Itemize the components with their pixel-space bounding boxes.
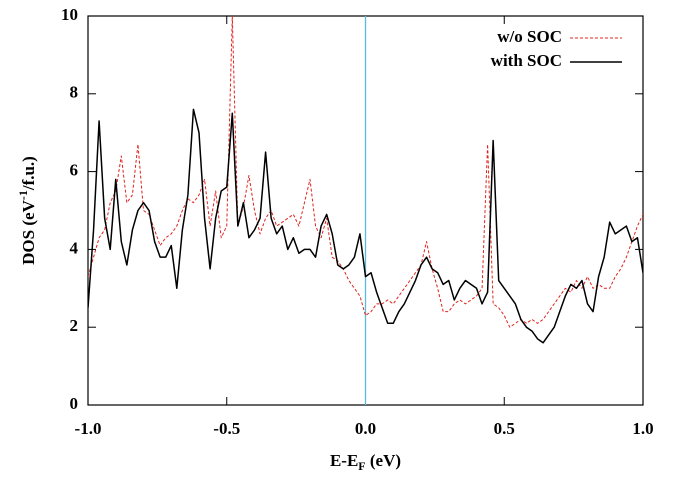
y-tick-label: 0 — [70, 394, 79, 413]
x-tick-label: -0.5 — [213, 419, 240, 438]
x-tick-label: -1.0 — [75, 419, 102, 438]
y-tick-label: 8 — [70, 83, 79, 102]
y-tick-label: 6 — [70, 161, 79, 180]
x-label-sub: F — [358, 459, 365, 473]
y-tick-label: 10 — [61, 5, 78, 24]
x-axis-label: E-EF (eV) — [330, 451, 401, 473]
legend-label: with SOC — [491, 51, 562, 70]
y-label-sup: -1 — [16, 190, 30, 200]
series-group — [88, 16, 643, 344]
legend-label: w/o SOC — [497, 27, 562, 46]
y-label-part: DOS (eV — [19, 199, 38, 264]
series-line — [88, 16, 643, 328]
x-tick-label: 0.5 — [494, 419, 515, 438]
series-line — [88, 108, 643, 344]
y-tick-label: 4 — [70, 238, 79, 257]
x-label-part: E-E — [330, 451, 358, 470]
x-label-part: (eV) — [366, 451, 401, 470]
y-axis-label: DOS (eV-1/f.u.) — [16, 156, 38, 265]
x-tick-label: 0.0 — [355, 419, 376, 438]
x-tick-label: 1.0 — [632, 419, 653, 438]
y-tick-label: 2 — [70, 316, 79, 335]
y-label-part: /f.u.) — [19, 156, 38, 191]
